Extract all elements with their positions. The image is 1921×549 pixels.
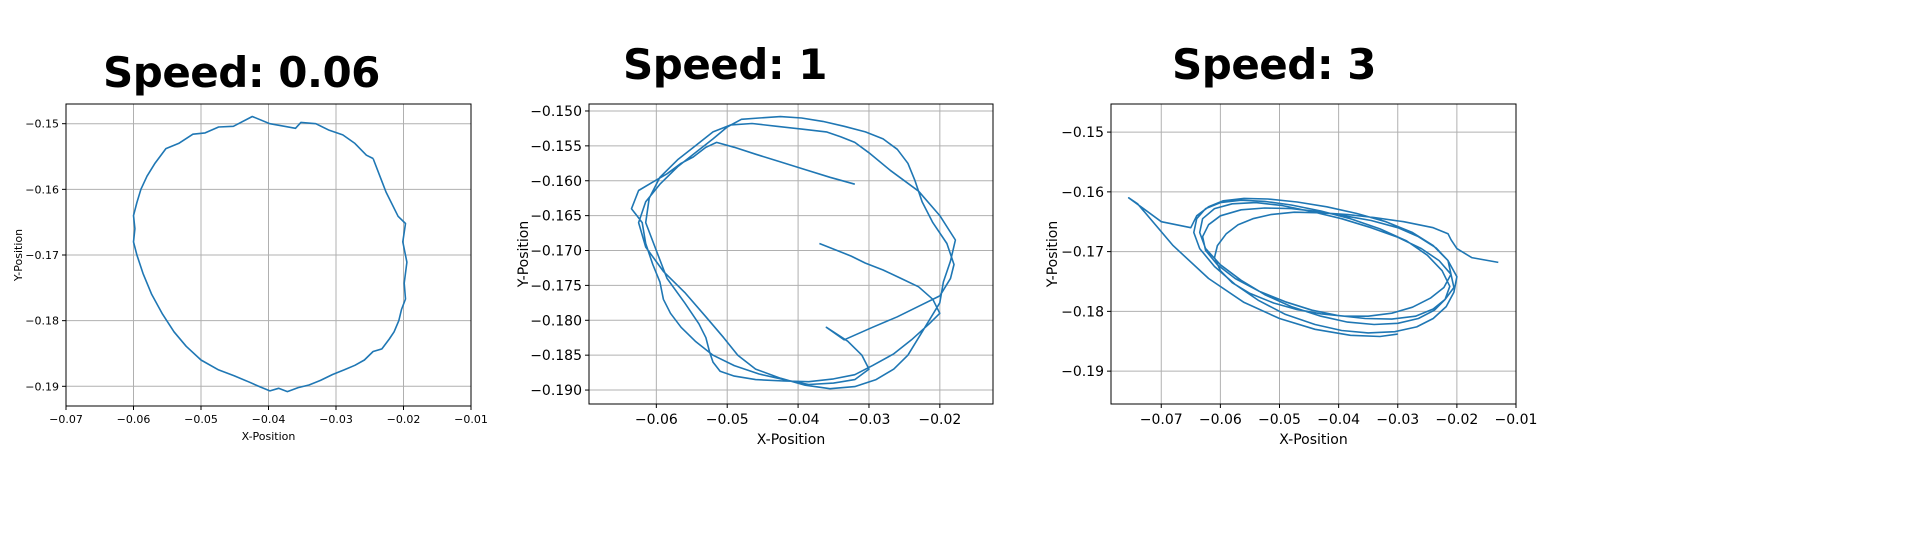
y-tick-label: −0.165 [530,209,582,225]
series-line [1127,197,1499,338]
x-tick-label: −0.03 [1376,412,1419,428]
y-tick-label: −0.170 [530,244,582,260]
x-tick-label: −0.06 [1199,412,1242,428]
x-tick-label: −0.06 [635,412,678,428]
x-tick-label: −0.07 [49,413,83,426]
x-tick-label: −0.02 [387,413,421,426]
chart-plot: −0.07 −0.06 −0.05 −0.04 −0.03 −0.02 −0.01 −0.15… [12,103,488,443]
y-tick-label: −0.19 [1061,364,1104,380]
y-tick-label: −0.190 [530,383,582,399]
series-line [132,115,408,393]
y-tick-label: −0.185 [530,348,582,364]
x-tick-label: −0.02 [918,412,961,428]
plot-frame [588,103,994,405]
y-tick-label: −0.17 [25,249,59,262]
y-axis-label: Y-Position [1045,221,1061,288]
x-tick-label: −0.01 [1495,412,1538,428]
y-tick-label: −0.175 [530,278,582,294]
x-tick-label: −0.04 [1317,412,1360,428]
x-tick-label: −0.07 [1140,412,1183,428]
chart-title: Speed: 3 [1172,40,1377,89]
plot-frame [1110,103,1517,405]
x-tick-label: −0.03 [848,412,891,428]
x-tick-label: −0.05 [1258,412,1301,428]
y-tick-label: −0.180 [530,313,582,329]
x-tick-label: −0.04 [777,412,820,428]
series-line [630,115,957,390]
x-tick-label: −0.03 [319,413,353,426]
y-tick-label: −0.160 [530,174,582,190]
chart-title: Speed: 1 [623,40,828,89]
x-axis-label: X-Position [1279,432,1347,448]
x-axis-label: X-Position [757,432,825,448]
x-tick-label: −0.05 [706,412,749,428]
x-tick-label: −0.05 [184,413,218,426]
x-tick-label: −0.04 [252,413,286,426]
y-tick-label: −0.15 [1061,125,1104,141]
chart-panel-1: Speed: 0.06 −0.07 −0.06 −0.05 −0.04 −0.03 −0.… [0,0,600,549]
x-tick-label: −0.02 [1435,412,1478,428]
y-tick-label: −0.18 [1061,304,1104,320]
y-tick-label: −0.18 [25,315,59,328]
x-tick-label: −0.01 [454,413,488,426]
y-tick-label: −0.16 [25,183,59,196]
x-tick-label: −0.06 [117,413,151,426]
y-tick-label: −0.150 [530,104,582,120]
x-axis-label: X-Position [242,430,296,443]
y-axis-label: Y-Position [12,229,25,282]
y-tick-label: −0.19 [25,380,59,393]
chart-title: Speed: 0.06 [103,48,380,97]
y-tick-label: −0.155 [530,139,582,155]
y-tick-label: −0.15 [25,118,59,131]
y-axis-label: Y-Position [516,221,532,288]
y-tick-label: −0.17 [1061,245,1104,261]
y-tick-label: −0.16 [1061,185,1104,201]
